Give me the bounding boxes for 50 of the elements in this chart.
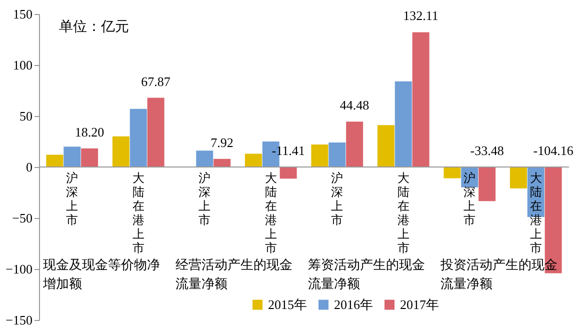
bar — [280, 167, 297, 179]
bar — [394, 81, 412, 167]
data-label: 7.92 — [210, 134, 234, 150]
legend-label: 2015年 — [268, 296, 307, 312]
bar — [346, 122, 364, 167]
bar — [130, 108, 147, 167]
y-tick-label: −150 — [6, 312, 32, 328]
x-tick-label: 大陆在港上市 — [530, 171, 542, 255]
y-tick-label: 150 — [13, 6, 32, 22]
annotation: 经营活动产生的现金流量净额 — [176, 256, 292, 291]
bar — [412, 32, 430, 167]
bar — [46, 154, 64, 167]
bar — [444, 167, 461, 178]
x-tick-label: 大陆在港上市 — [132, 171, 144, 255]
data-label: 132.11 — [403, 8, 438, 24]
annotation: 筹资活动产生的现金流量净额 — [308, 256, 425, 291]
x-tick-label: 沪深上市 — [66, 171, 78, 227]
legend-label: 2016年 — [334, 296, 373, 312]
bar — [112, 136, 130, 167]
x-tick-label: 沪深上市 — [464, 171, 476, 227]
data-label: -33.48 — [470, 143, 504, 158]
annotation: 现金及现金等价物净增加额 — [42, 256, 160, 291]
bar — [244, 154, 262, 167]
data-label: 67.87 — [141, 74, 171, 89]
bar — [510, 167, 527, 188]
bar — [81, 148, 98, 167]
bar — [377, 125, 394, 167]
y-tick-label: −50 — [12, 210, 32, 226]
y-tick-label: 0 — [26, 160, 32, 174]
annotation: 投资活动产生的现金流量净额 — [440, 256, 558, 291]
bar — [328, 142, 346, 167]
bar — [64, 146, 81, 167]
bar — [196, 150, 214, 167]
y-tick-label: 100 — [13, 58, 32, 72]
data-label: 44.48 — [340, 98, 370, 113]
y-axis-title: 单位：亿元 — [59, 19, 129, 35]
x-tick-label: 大陆在港上市 — [397, 171, 410, 255]
bar — [544, 167, 562, 274]
bar — [478, 167, 496, 202]
x-tick-label: 大陆在港上市 — [264, 171, 277, 255]
bar — [147, 98, 164, 167]
y-tick-label: −100 — [6, 262, 32, 276]
data-label: -104.16 — [533, 143, 574, 158]
bar — [311, 144, 328, 167]
legend-label: 2017年 — [400, 296, 439, 312]
x-tick-label: 沪深上市 — [331, 171, 344, 227]
data-label: 18.20 — [74, 124, 104, 140]
x-tick-label: 沪深上市 — [198, 171, 211, 227]
bar — [214, 158, 231, 167]
y-tick-label: 50 — [20, 108, 32, 124]
